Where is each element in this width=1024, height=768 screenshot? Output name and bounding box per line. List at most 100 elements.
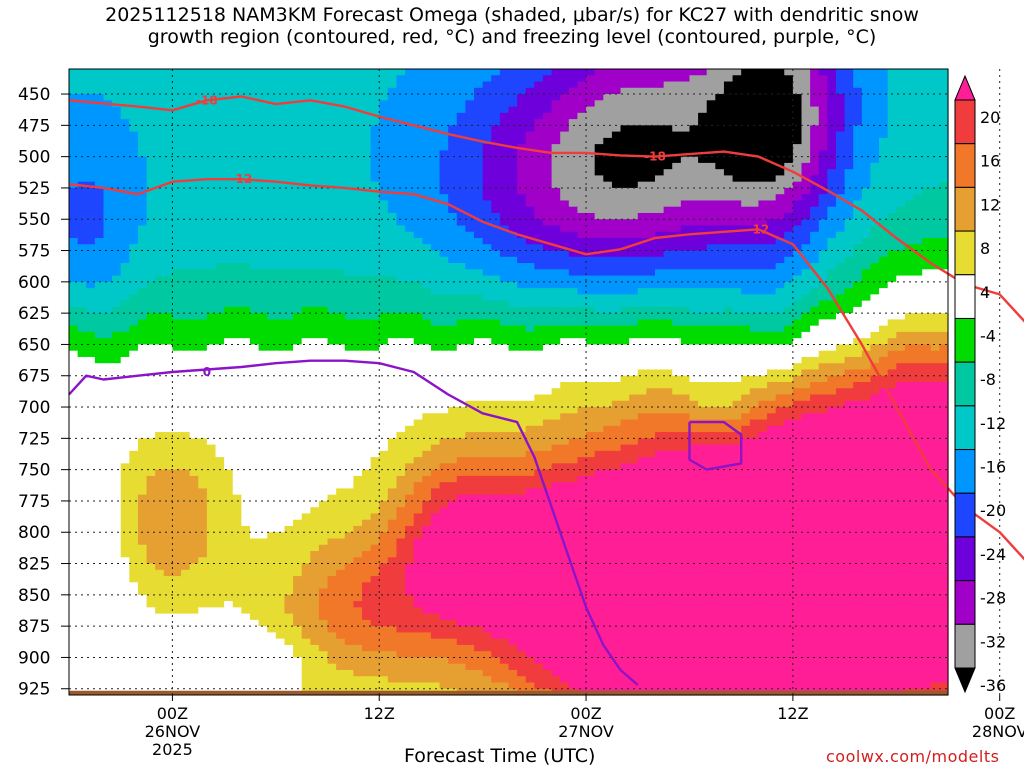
omega-cell: [655, 212, 665, 220]
omega-cell: [542, 119, 553, 126]
omega-cell: [784, 363, 794, 371]
omega-cell: [887, 269, 897, 277]
omega-cell: [301, 325, 311, 333]
omega-cell: [715, 331, 725, 339]
omega-cell: [629, 100, 639, 108]
omega-cell: [448, 275, 458, 283]
omega-cell: [922, 125, 932, 133]
omega-cell: [525, 238, 535, 245]
omega-cell: [86, 288, 96, 295]
omega-cell: [732, 100, 742, 108]
omega-cell: [189, 94, 199, 101]
omega-cell: [844, 325, 854, 333]
omega-cell: [680, 119, 691, 126]
omega-cell: [896, 369, 906, 377]
omega-cell: [422, 350, 432, 358]
omega-cell: [706, 313, 716, 320]
omega-cell: [646, 306, 656, 314]
omega-cell: [163, 119, 174, 126]
omega-cell: [508, 263, 518, 270]
omega-cell: [344, 288, 354, 295]
omega-cell: [517, 112, 527, 120]
omega-cell: [474, 356, 484, 364]
omega-cell: [827, 106, 837, 114]
omega-cell: [853, 231, 863, 239]
omega-cell: [77, 313, 87, 320]
omega-cell: [224, 269, 234, 277]
omega-cell: [86, 294, 96, 302]
omega-cell: [353, 200, 363, 208]
omega-cell: [663, 212, 673, 220]
omega-cell: [456, 350, 467, 358]
omega-cell: [525, 231, 535, 239]
omega-cell: [715, 100, 725, 108]
omega-cell: [362, 294, 372, 302]
omega-cell: [775, 87, 785, 95]
omega-cell: [853, 363, 863, 371]
omega-cell: [586, 94, 596, 101]
omega-cell: [827, 200, 837, 208]
omega-cell: [698, 288, 708, 295]
omega-cell: [637, 219, 647, 227]
omega-cell: [930, 275, 940, 283]
omega-cell: [767, 144, 777, 151]
omega-cell: [775, 137, 785, 145]
omega-cell: [655, 263, 665, 270]
omega-cell: [818, 219, 828, 227]
omega-cell: [896, 288, 906, 295]
omega-cell: [103, 206, 113, 214]
omega-cell: [163, 325, 174, 333]
omega-cell: [629, 244, 639, 252]
omega-cell: [293, 137, 303, 145]
omega-cell: [620, 238, 630, 245]
omega-cell: [887, 81, 897, 89]
omega-cell: [560, 225, 570, 233]
omega-cell: [844, 75, 854, 83]
omega-cell: [620, 206, 630, 214]
omega-cell: [215, 112, 225, 120]
omega-cell: [215, 181, 225, 189]
omega-cell: [672, 125, 682, 133]
omega-cell: [698, 144, 708, 151]
omega-cell: [620, 181, 630, 189]
omega-cell: [362, 250, 372, 258]
omega-cell: [499, 250, 510, 258]
omega-cell: [267, 275, 277, 283]
omega-cell: [249, 325, 260, 333]
omega-cell: [542, 106, 553, 114]
omega-cell: [249, 81, 260, 89]
omega-cell: [387, 269, 398, 277]
omega-cell: [534, 313, 544, 320]
omega-cell: [465, 162, 475, 170]
omega-cell: [767, 325, 777, 333]
omega-cell: [370, 200, 380, 208]
omega-cell: [904, 119, 915, 126]
omega-cell: [129, 256, 139, 264]
omega-cell: [69, 144, 79, 151]
omega-cell: [275, 363, 286, 371]
omega-cell: [293, 106, 303, 114]
omega-cell: [698, 169, 708, 177]
omega-cell: [181, 338, 191, 346]
omega-cell: [448, 231, 458, 239]
omega-cell: [198, 344, 208, 352]
omega-cell: [792, 263, 803, 270]
omega-cell: [284, 369, 294, 377]
omega-cell: [456, 156, 467, 164]
omega-cell: [870, 112, 880, 120]
omega-cell: [267, 356, 277, 364]
omega-cell: [603, 275, 613, 283]
omega-cell: [284, 187, 294, 195]
omega-cell: [241, 244, 251, 252]
omega-cell: [508, 162, 518, 170]
omega-cell: [732, 269, 742, 277]
omega-cell: [689, 94, 699, 101]
omega-cell: [818, 100, 828, 108]
omega-cell: [879, 325, 889, 333]
omega-cell: [655, 137, 665, 145]
omega-cell: [861, 363, 872, 371]
omega-cell: [861, 181, 872, 189]
omega-cell: [542, 131, 553, 139]
omega-cell: [318, 137, 329, 145]
omega-cell: [568, 256, 579, 264]
